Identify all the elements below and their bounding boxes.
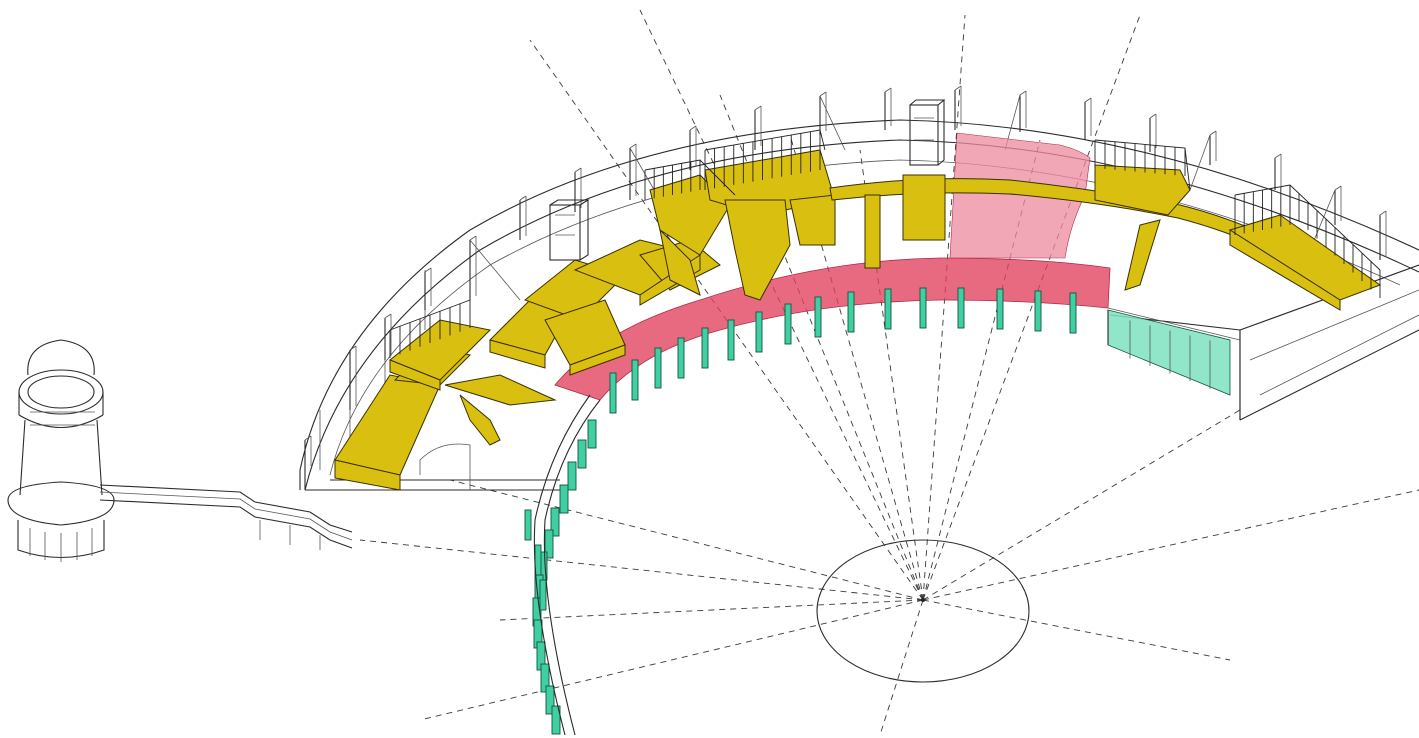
glazing-panel (847, 291, 855, 333)
sightline (359, 539, 924, 601)
column-cap (1379, 210, 1387, 216)
glazing-panel (609, 372, 617, 414)
railings (389, 129, 1381, 358)
column-cap (819, 91, 827, 97)
sightlines (359, 9, 1419, 736)
column-cap (384, 313, 392, 319)
glazing-panel (727, 319, 735, 361)
glazing-panel (559, 484, 569, 514)
platforms (334, 149, 1382, 491)
glazing-panel (884, 288, 892, 330)
column-cap (469, 235, 477, 241)
glazing-panel (755, 311, 763, 353)
platform-right-1 (1094, 164, 1191, 216)
glazing-panel (996, 288, 1004, 330)
glazing-panel (814, 296, 822, 338)
column-cap (629, 143, 637, 149)
column-cap (349, 345, 357, 351)
column-cap (689, 125, 697, 131)
sightline (449, 479, 924, 601)
brace (819, 95, 846, 151)
sightline (922, 14, 966, 601)
sightline (789, 134, 924, 601)
glazing-panel (701, 327, 709, 369)
ring-structure (299, 119, 1419, 491)
column-cap (574, 167, 582, 173)
platform-tower-base (902, 174, 946, 241)
glazing-panel (540, 663, 550, 693)
elevator-left (549, 199, 590, 261)
glazing (524, 287, 1231, 735)
sightline (922, 409, 1241, 601)
glazing-panel (551, 705, 561, 735)
sightline (922, 139, 1041, 601)
sightline (922, 489, 1419, 601)
glazing-panel (1034, 290, 1042, 332)
sightline (922, 14, 1141, 601)
brace (1189, 134, 1211, 191)
glazing-panel (545, 685, 555, 715)
glazing-panel (1069, 292, 1077, 334)
glazing-panel (544, 529, 554, 559)
column-cap (1149, 113, 1157, 119)
platform-right-stair (1124, 219, 1161, 291)
column-cap (954, 85, 962, 91)
elevator-center (909, 99, 946, 166)
sightline (922, 599, 1231, 661)
column-cap (1334, 185, 1342, 191)
columns (304, 85, 1387, 470)
tower (7, 339, 115, 562)
platform-left-stair (444, 374, 557, 446)
glazing-panel (919, 287, 927, 329)
column-cap (754, 105, 762, 111)
sightline (419, 599, 924, 721)
column-cap (1019, 90, 1027, 96)
platform-stair-center (864, 194, 881, 269)
column-cap (519, 195, 527, 201)
platform-mid-1 (489, 299, 571, 369)
glazing-panel (957, 287, 965, 329)
glazing-panel (577, 439, 587, 469)
column-cap (424, 267, 432, 273)
column-cap (1274, 153, 1282, 159)
glazing-panel (784, 303, 792, 345)
platform-right-2 (1228, 214, 1382, 311)
glazing-panel (550, 507, 560, 537)
brace (469, 239, 521, 301)
sightline (879, 599, 924, 736)
glazing-panel (677, 337, 685, 379)
inner-ring-band (554, 257, 1111, 401)
glazing-panel (539, 579, 547, 611)
glazing-panel (567, 461, 577, 491)
platform-center (704, 149, 836, 301)
glazing-panel (631, 359, 639, 401)
inner-ring-front (533, 307, 1241, 736)
glazing-panel (587, 419, 597, 449)
column-cap (1084, 97, 1092, 103)
walkway (99, 484, 353, 550)
column-cap (884, 87, 892, 93)
column-cap (304, 435, 312, 441)
glazing-panel (654, 347, 662, 389)
sightline (499, 599, 924, 621)
column-cap (1209, 130, 1217, 136)
focal-ellipse (816, 539, 1030, 683)
glazing-panel (524, 509, 532, 541)
platform-left-upper (389, 319, 492, 391)
